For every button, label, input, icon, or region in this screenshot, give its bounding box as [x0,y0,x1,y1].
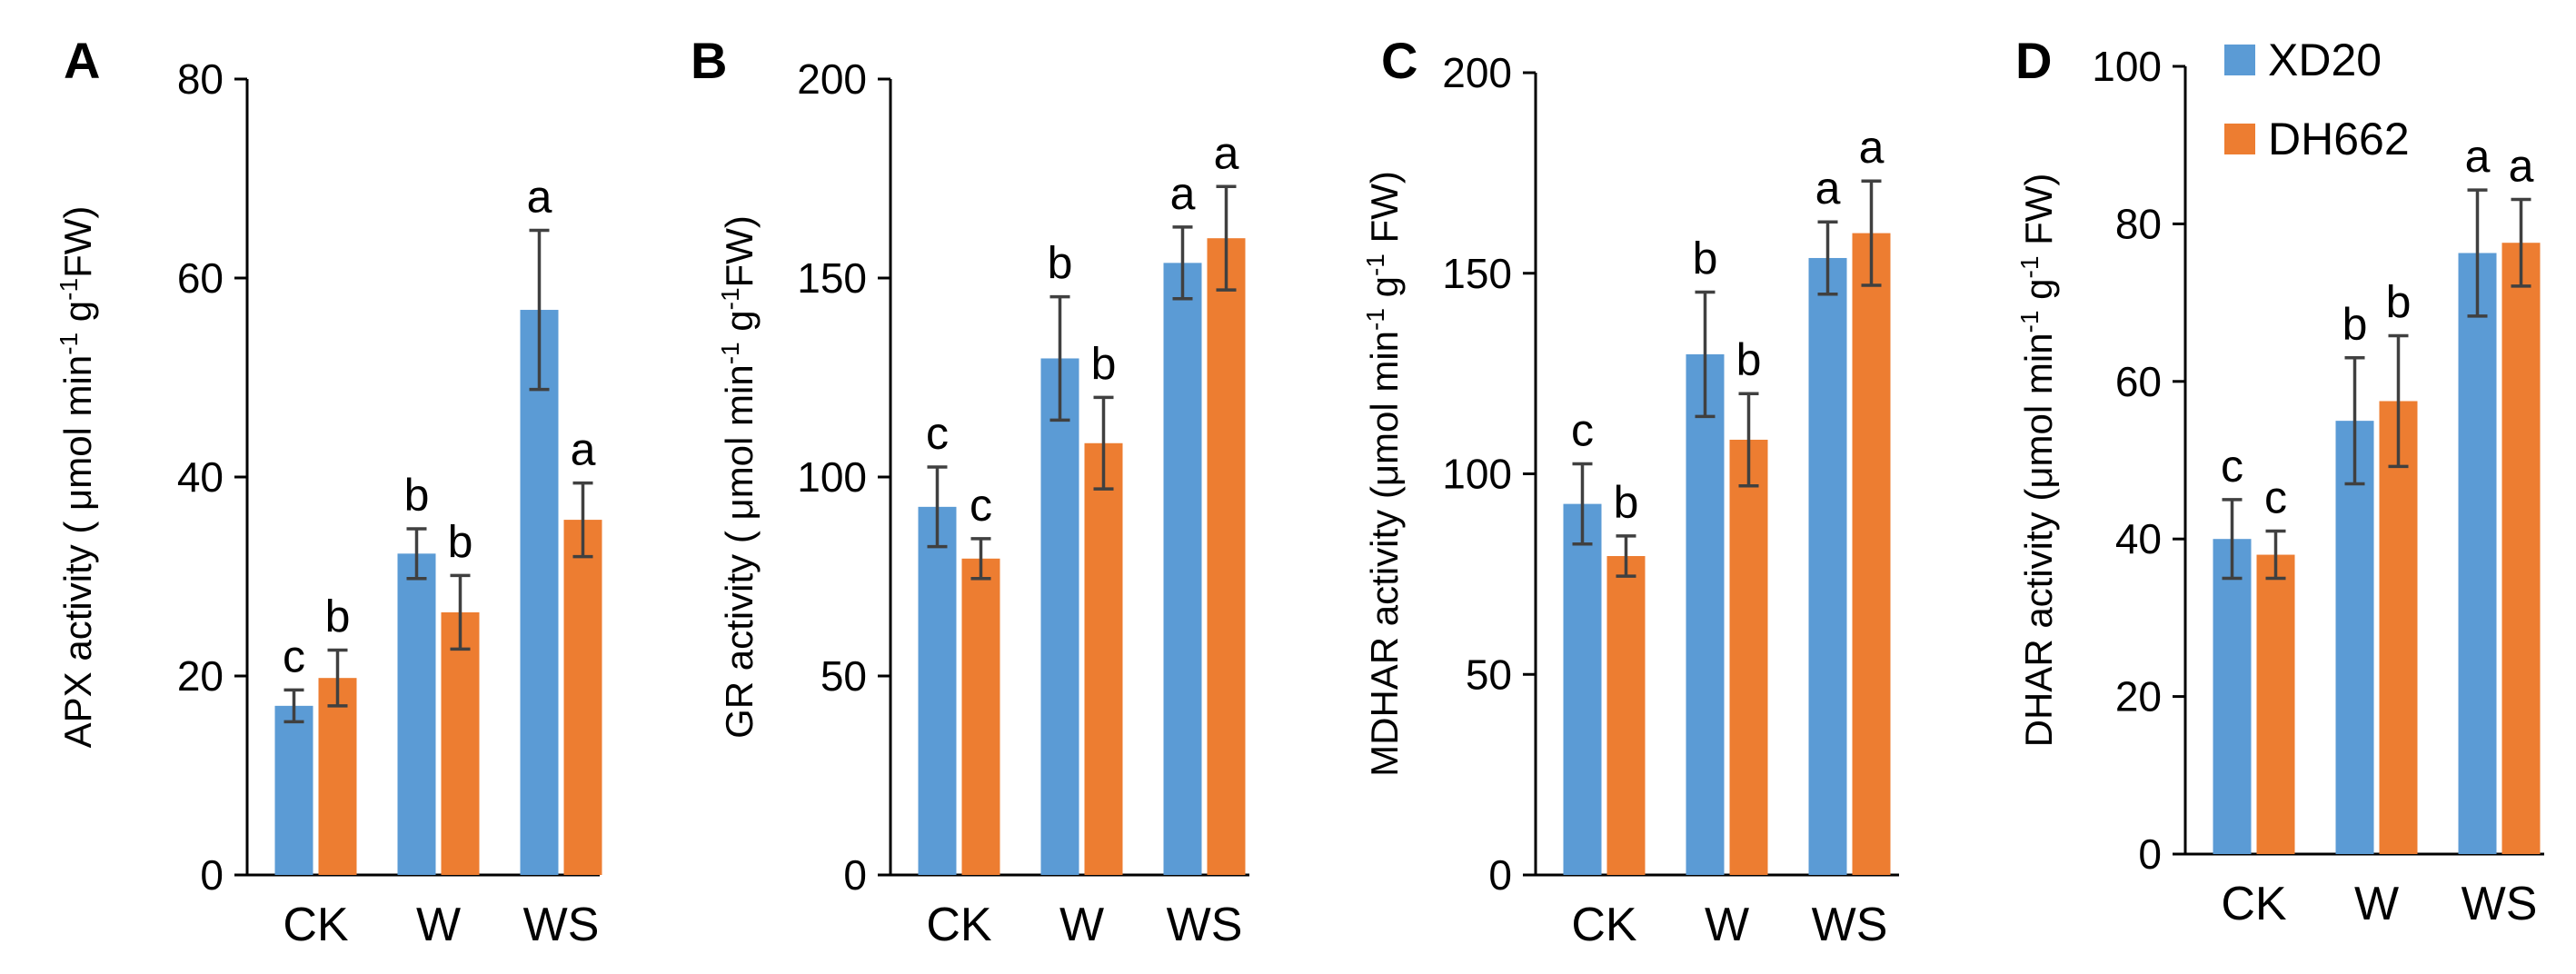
bar-a-w-xd20 [397,553,436,875]
significance-label-b-ws-dh662: a [1214,127,1239,178]
y-axis-title-d: DHAR activity (μmol min-1 g-1 FW) [2015,174,2061,748]
significance-label-c-ws-xd20: a [1815,163,1841,214]
panel-label-c: C [1381,32,1417,89]
panel-label-a: A [64,32,100,89]
significance-label-d-ws-dh662: a [2509,141,2534,192]
significance-label-b-w-xd20: b [1048,238,1073,289]
legend-swatch-xd20 [2224,45,2255,75]
y-tick-label-c: 50 [1466,651,1512,698]
y-tick-label-b: 50 [821,652,867,700]
bar-d-ck-dh662 [2256,554,2295,854]
y-tick-label-d: 100 [2092,43,2162,90]
x-tick-label-c-w: W [1705,899,1749,951]
panel-label-b: B [691,32,727,89]
significance-label-b-ws-xd20: a [1170,168,1196,219]
y-axis-title-a: APX activity ( μmol min-1 g-1FW) [55,206,100,749]
y-tick-label-c: 0 [1488,851,1512,899]
significance-label-c-ws-dh662: a [1859,122,1885,173]
significance-label-b-w-dh662: b [1091,338,1117,389]
bar-a-ws-dh662 [563,520,602,875]
y-tick-label-d: 40 [2115,515,2162,562]
significance-label-c-w-xd20: b [1693,234,1718,284]
bar-c-ck-xd20 [1563,503,1602,875]
y-tick-label-c: 150 [1442,250,1512,297]
bar-d-w-xd20 [2335,421,2374,854]
x-tick-label-b-ws: WS [1167,899,1243,951]
significance-label-b-ck-dh662: c [970,480,992,531]
bar-b-ws-xd20 [1163,263,1202,876]
y-tick-label-a: 60 [177,254,224,302]
bar-b-w-dh662 [1084,442,1123,875]
bar-a-w-dh662 [441,611,480,875]
significance-label-c-w-dh662: b [1736,334,1762,385]
y-tick-label-d: 0 [2138,830,2162,878]
y-tick-label-a: 20 [177,652,224,700]
x-tick-label-b-w: W [1059,899,1104,951]
bar-a-ws-xd20 [520,310,559,875]
x-tick-label-c-ws: WS [1812,899,1888,951]
bar-d-w-dh662 [2379,401,2418,854]
x-tick-label-a-ws: WS [523,899,600,951]
y-tick-label-a: 0 [200,851,224,899]
significance-label-d-w-xd20: b [2342,299,2368,350]
bar-a-ck-dh662 [318,678,357,875]
y-tick-label-b: 100 [797,453,867,501]
significance-label-a-ws-xd20: a [527,171,552,222]
significance-label-a-ck-dh662: b [325,591,351,642]
bar-b-ck-xd20 [918,506,957,875]
significance-label-a-w-xd20: b [404,470,430,521]
y-tick-label-d: 80 [2115,200,2162,247]
panel-a: A 0 20 40 60 80 APX activity ( μmol min-1 g-1F… [55,32,602,951]
y-tick-label-d: 60 [2115,358,2162,405]
legend-label-xd20: XD20 [2268,35,2382,85]
bar-b-w-xd20 [1040,358,1079,875]
x-tick-label-a-ck: CK [283,899,349,951]
bar-d-ws-xd20 [2458,253,2497,854]
y-axis-title-c: MDHAR activity (μmol min-1 g-1 FW) [1361,171,1407,777]
panel-c: C 0 50 100 150 200 MDHAR activity (μmol min-1 … [1361,32,1899,951]
y-tick-label-d: 20 [2115,673,2162,721]
y-tick-label-a: 40 [177,453,224,501]
x-tick-label-a-w: W [416,899,461,951]
significance-label-c-ck-xd20: c [1571,404,1594,455]
bar-c-w-dh662 [1729,439,1768,875]
significance-label-d-ck-xd20: c [2221,441,2243,492]
legend-swatch-dh662 [2224,124,2255,154]
significance-label-a-w-dh662: b [448,516,473,567]
y-tick-label-c: 200 [1442,49,1512,96]
y-tick-label-b: 0 [843,851,867,899]
x-tick-label-d-w: W [2354,878,2399,930]
x-tick-label-d-ws: WS [2462,878,2538,930]
bar-c-ws-dh662 [1852,233,1891,876]
y-tick-label-b: 150 [797,254,867,302]
significance-label-a-ck-xd20: c [283,631,305,681]
x-tick-label-b-ck: CK [926,899,992,951]
bar-b-ck-dh662 [961,558,1000,875]
significance-label-b-ck-xd20: c [926,408,949,459]
y-axis-title-b: GR activity ( μmol min-1 g-1FW) [716,215,761,739]
bar-c-w-xd20 [1686,353,1725,876]
bar-d-ws-dh662 [2501,243,2541,854]
y-tick-label-a: 80 [177,55,224,103]
legend-label-dh662: DH662 [2268,114,2410,164]
panel-label-d: D [2015,32,2052,89]
bar-b-ws-dh662 [1207,238,1246,875]
y-tick-label-c: 100 [1442,451,1512,498]
panel-b: B 0 50 100 150 200 GR activity ( μmol min-1 g-… [691,32,1249,951]
bar-d-ck-xd20 [2213,539,2252,854]
x-tick-label-c-ck: CK [1571,899,1637,951]
bar-c-ck-dh662 [1606,556,1646,875]
y-tick-label-b: 200 [797,55,867,103]
significance-label-d-ws-xd20: a [2465,131,2491,182]
panel-d: D 0 20 40 60 80 100 DHAR activity (μmol min-1 g… [2015,32,2544,930]
bar-a-ck-xd20 [274,705,313,875]
significance-label-d-w-dh662: b [2386,277,2412,328]
significance-label-c-ck-dh662: b [1614,477,1639,528]
legend: XD20 DH662 [2224,35,2410,164]
bar-c-ws-xd20 [1808,257,1847,875]
significance-label-d-ck-dh662: c [2264,472,2287,523]
x-tick-label-d-ck: CK [2221,878,2287,930]
significance-label-a-ws-dh662: a [571,424,596,475]
